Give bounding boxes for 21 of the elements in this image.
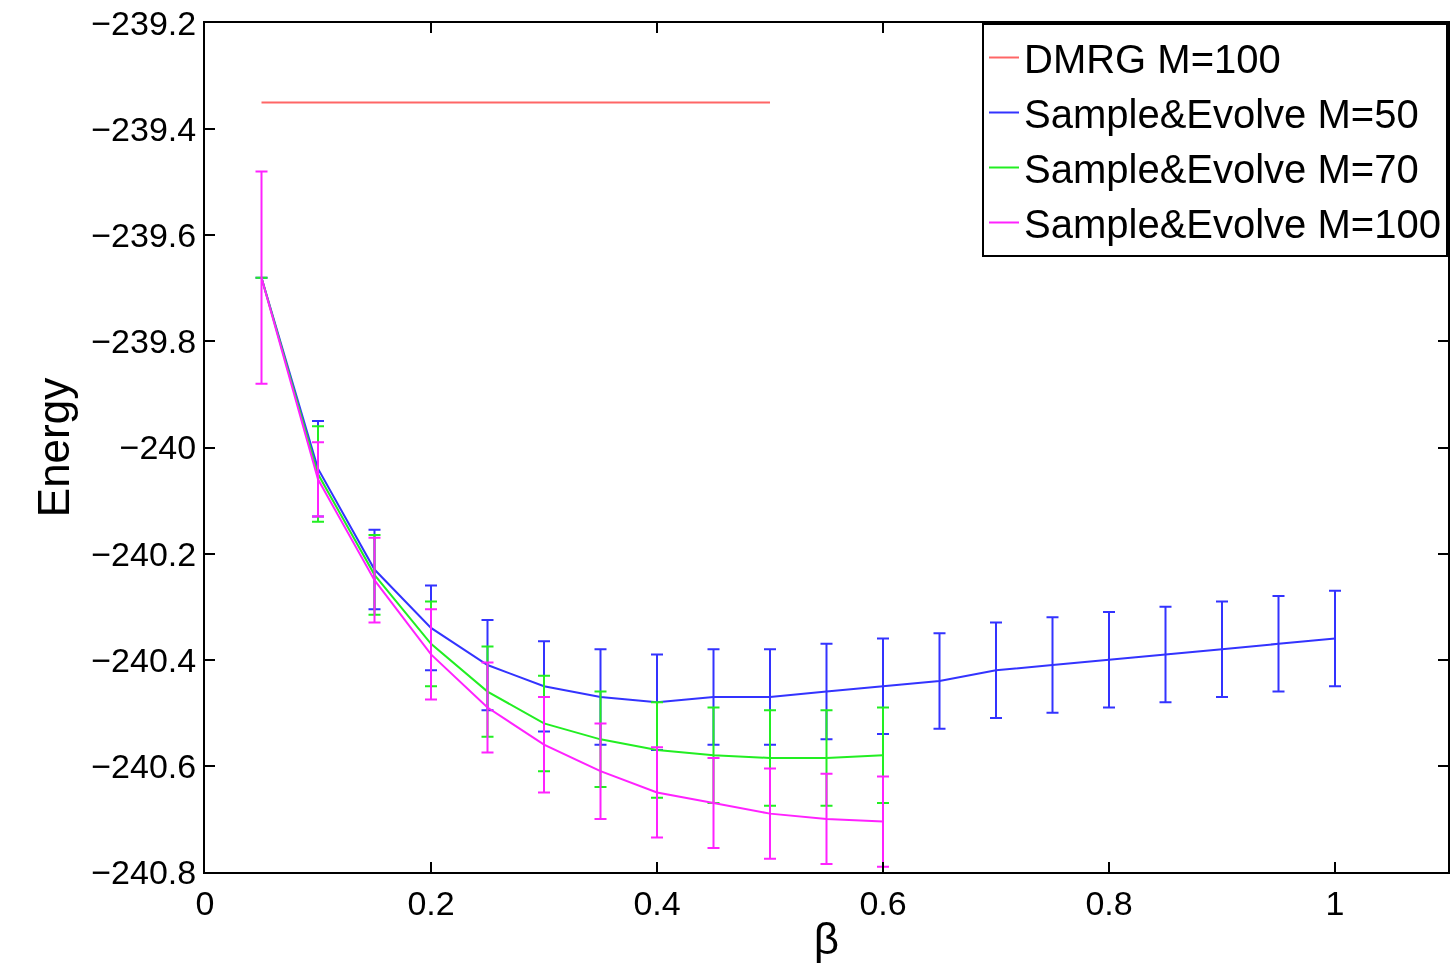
- y-tick-label: −240: [119, 428, 197, 467]
- legend-label: Sample&Evolve M=50: [1024, 92, 1419, 137]
- y-tick-label: −239.6: [91, 216, 197, 255]
- x-tick-label: 0.8: [1085, 883, 1133, 922]
- x-axis-title: β: [813, 913, 840, 963]
- x-tick-label: 0.6: [859, 883, 907, 922]
- legend-label: DMRG M=100: [1024, 37, 1281, 82]
- legend-label: Sample&Evolve M=100: [1024, 202, 1441, 247]
- y-tick-label: −240.4: [91, 640, 197, 679]
- y-tick-label: −239.2: [91, 3, 197, 42]
- y-tick-label: −239.4: [91, 110, 197, 149]
- y-tick-label: −240.8: [91, 852, 197, 891]
- y-tick-label: −239.8: [91, 322, 197, 361]
- x-tick-label: 0: [195, 883, 215, 922]
- x-tick-label: 0.4: [633, 883, 681, 922]
- legend-label: Sample&Evolve M=70: [1024, 147, 1419, 192]
- y-tick-label: −240.2: [91, 534, 197, 573]
- x-tick-label: 0.2: [407, 883, 455, 922]
- x-tick-label: 1: [1325, 883, 1345, 922]
- y-tick-label: −240.6: [91, 746, 197, 785]
- y-axis-title: Energy: [28, 377, 78, 518]
